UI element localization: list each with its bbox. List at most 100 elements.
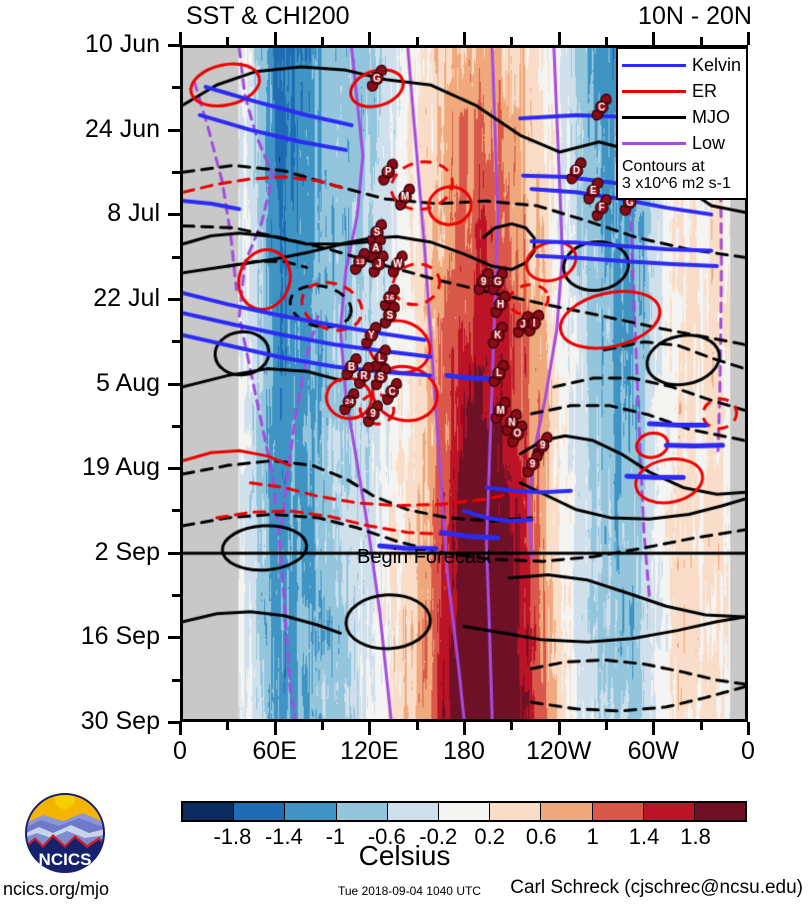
legend-label-low: Low — [692, 133, 726, 153]
legend-note-line1: Contours at — [622, 158, 705, 175]
x-axis-tick-label: 120E — [340, 737, 399, 765]
colorbar-swatch — [540, 803, 592, 820]
colorbar-tick-label: -0.6 — [367, 824, 406, 849]
colorbar-tick-label: -1.4 — [264, 824, 303, 849]
colorbar — [181, 801, 747, 822]
y-axis-minor-tick — [172, 678, 180, 682]
ncics-logo: NCICS — [25, 793, 105, 873]
legend-row-mjo: MJO — [622, 104, 742, 130]
x-axis-top-minor-tick — [510, 37, 514, 45]
y-axis-tick-label: 22 Jul — [93, 283, 160, 312]
chart-title-right: 10N - 20N — [638, 2, 752, 30]
y-axis-minor-tick — [172, 424, 180, 428]
begin-forecast-label: Begin Forecast — [357, 546, 492, 568]
x-axis-tick-label: 180 — [443, 737, 485, 765]
x-axis-tick-label: 60W — [627, 737, 680, 765]
x-axis-minor-tick — [415, 722, 419, 730]
x-axis-top-minor-tick — [699, 37, 703, 45]
colorbar-swatch — [642, 803, 694, 820]
colorbar-tick-label: 1 — [586, 824, 599, 849]
x-axis-minor-tick — [226, 722, 230, 730]
y-axis-tick-mark — [168, 467, 180, 471]
y-axis-tick-label: 10 Jun — [84, 30, 160, 58]
footer-author: Carl Schreck (cjschrec@ncsu.edu) — [510, 877, 803, 898]
x-axis-minor-tick — [699, 722, 703, 730]
x-axis-top-minor-tick — [415, 37, 419, 45]
colorbar-tick-label: 1.8 — [680, 824, 711, 849]
x-axis-top-tick-mark — [463, 32, 466, 45]
colorbar-tick-label: -1 — [325, 824, 346, 849]
y-axis-minor-tick — [172, 594, 180, 598]
y-axis-tick-mark — [168, 128, 180, 132]
colorbar-tick-label: 1.4 — [628, 824, 660, 849]
colorbar-swatch — [489, 803, 541, 820]
colorbar-swatch — [437, 803, 490, 820]
y-axis-tick-label: 24 Jun — [84, 114, 160, 143]
legend-label-er: ER — [692, 81, 718, 101]
legend-row-low: Low — [622, 130, 742, 156]
x-axis-tick-label: 60E — [252, 737, 297, 765]
colorbar-swatch — [386, 803, 438, 820]
legend-line-mjo — [622, 115, 686, 119]
y-axis-minor-tick — [172, 509, 180, 513]
y-axis-tick-label: 8 Jul — [107, 199, 160, 228]
y-axis-tick-mark — [168, 636, 180, 640]
footer-timestamp: Tue 2018-09-04 1040 UTC — [338, 884, 481, 898]
legend-row-kelvin: Kelvin — [622, 52, 742, 78]
y-axis-tick-label: 19 Aug — [82, 453, 160, 482]
y-axis-minor-tick — [172, 86, 180, 90]
y-axis-tick-mark — [168, 297, 180, 301]
contour-legend: Kelvin ER MJO Low Contours at 3 x10^6 m2… — [616, 47, 748, 200]
x-axis-top-tick-mark — [273, 32, 277, 45]
x-axis-tick-mark — [179, 722, 182, 735]
x-axis-tick-label: 120W — [526, 737, 592, 765]
legend-note-line2: 3 x10^6 m2 s-1 — [622, 175, 731, 192]
y-axis-minor-tick — [172, 340, 180, 344]
x-axis-top-tick-mark — [747, 32, 750, 45]
y-axis-tick-mark — [168, 44, 180, 47]
colorbar-swatch — [233, 803, 285, 820]
colorbar-swatch — [284, 803, 336, 820]
colorbar-title: Celsius — [358, 840, 451, 871]
y-axis-minor-tick — [172, 170, 180, 174]
colorbar-tick-label: 0.2 — [474, 824, 506, 849]
y-axis-tick-label: 2 Sep — [94, 537, 160, 566]
x-axis-tick-mark — [652, 722, 656, 735]
colorbar-swatch — [591, 803, 643, 820]
x-axis-minor-tick — [321, 722, 324, 730]
legend-line-er — [622, 89, 686, 93]
legend-line-low — [622, 141, 686, 145]
colorbar-tick-label: -0.2 — [419, 824, 458, 849]
y-axis-tick-mark — [168, 721, 180, 724]
chart-title-left: SST & CHI200 — [186, 2, 350, 30]
colorbar-swatch — [183, 803, 234, 820]
x-axis-minor-tick — [510, 722, 514, 730]
legend-label-kelvin: Kelvin — [692, 55, 742, 75]
x-axis-tick-mark — [368, 722, 372, 735]
x-axis-top-minor-tick — [321, 37, 324, 45]
x-axis-tick-label: 0 — [173, 737, 187, 765]
colorbar-swatch — [693, 803, 746, 820]
y-axis-tick-mark — [168, 382, 180, 386]
legend-line-kelvin — [622, 63, 686, 67]
x-axis-tick-mark — [747, 722, 750, 735]
colorbar-tick-label: -1.8 — [213, 824, 252, 849]
y-axis-tick-label: 5 Aug — [96, 368, 160, 397]
legend-note: Contours at 3 x10^6 m2 s-1 — [622, 156, 742, 192]
x-axis-top-tick-mark — [557, 32, 561, 45]
ncics-logo-text: NCICS — [39, 850, 92, 869]
y-axis-tick-mark — [168, 213, 180, 217]
x-axis-tick-label: 0 — [741, 737, 755, 765]
legend-label-mjo: MJO — [692, 107, 730, 127]
footer-site-link[interactable]: ncics.org/mjo — [3, 879, 110, 899]
x-axis-top-tick-mark — [652, 32, 656, 45]
x-axis-top-tick-mark — [368, 32, 372, 45]
y-axis-minor-tick — [172, 255, 180, 259]
y-axis-tick-label: 16 Sep — [80, 622, 160, 651]
x-axis-top-minor-tick — [605, 37, 608, 45]
legend-row-er: ER — [622, 78, 742, 104]
x-axis-top-minor-tick — [226, 37, 230, 45]
colorbar-tick-label: 0.6 — [525, 824, 557, 849]
x-axis-minor-tick — [605, 722, 608, 730]
